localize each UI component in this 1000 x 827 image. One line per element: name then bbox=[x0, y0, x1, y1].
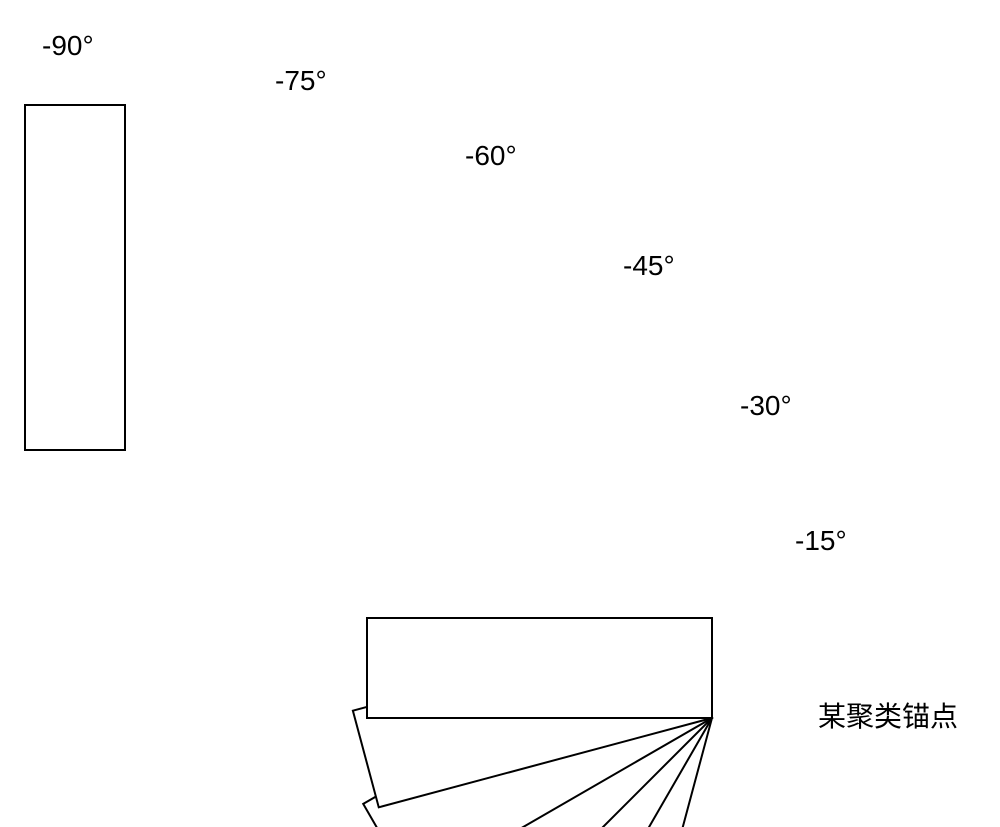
angle-label--75: -75° bbox=[275, 65, 327, 97]
angle-label--30: -30° bbox=[740, 390, 792, 422]
angle-label--45: -45° bbox=[623, 250, 675, 282]
angle-label--60: -60° bbox=[465, 140, 517, 172]
anchor-box-0 bbox=[367, 618, 712, 718]
caption-text: 某聚类锚点 bbox=[818, 695, 958, 735]
angle-label--15: -15° bbox=[795, 525, 847, 557]
anchor-box--90 bbox=[25, 105, 125, 450]
angle-label--90: -90° bbox=[42, 30, 94, 62]
